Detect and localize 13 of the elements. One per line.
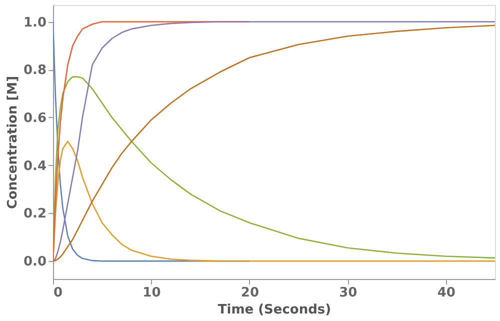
x-tick-label: 40 — [437, 286, 456, 300]
y-axis-title: Concentration [M] — [5, 76, 20, 210]
x-tick-label: 10 — [142, 286, 161, 300]
y-tick-label: 1.0 — [23, 15, 46, 30]
y-tick-label: 0.2 — [23, 206, 46, 222]
y-tick-label: 0.4 — [23, 158, 46, 174]
x-axis-title: Time (Seconds) — [218, 302, 332, 318]
y-tick-label: 0.6 — [23, 110, 46, 126]
y-tick-label: 0.0 — [23, 254, 46, 270]
x-tick-label: 20 — [240, 286, 259, 300]
x-tick-label: 30 — [339, 286, 358, 300]
x-tick-label: 0 — [54, 286, 63, 300]
y-tick-label: 0.8 — [23, 63, 46, 78]
